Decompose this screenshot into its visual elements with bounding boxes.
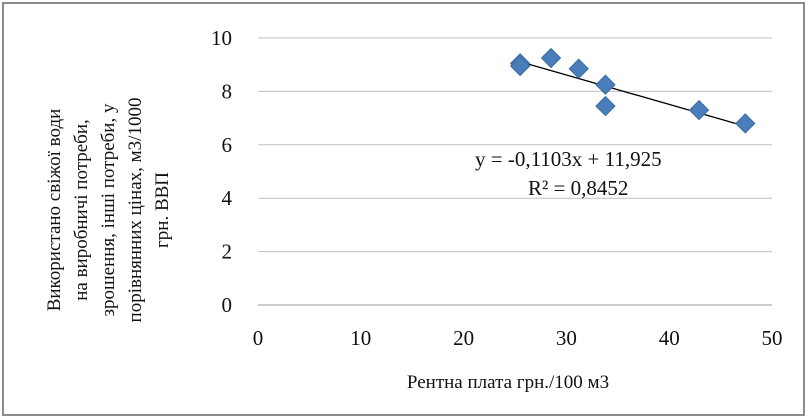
x-tick-labels: 0 10 20 30 40 50: [253, 326, 783, 350]
x-axis-title: Рентна плата грн./100 м3: [407, 372, 609, 393]
trendline-equation: y = -0,1103x + 11,925: [475, 147, 662, 171]
data-point: [595, 95, 616, 117]
data-point: [509, 55, 531, 77]
y-axis-title: Використано свіжої води на виробничі потр…: [44, 98, 173, 323]
x-tick-label: 50: [762, 326, 783, 350]
y-tick-label: 4: [222, 186, 233, 210]
x-tick-label: 20: [453, 326, 474, 350]
y-tick-label: 2: [222, 240, 233, 264]
data-point: [688, 99, 710, 121]
x-tick-label: 10: [350, 326, 371, 350]
data-point: [540, 47, 562, 69]
y-tick-label: 6: [222, 133, 233, 157]
data-point: [595, 74, 616, 95]
gridlines: [258, 37, 772, 253]
y-tick-label: 8: [222, 79, 233, 103]
x-tick-label: 30: [556, 326, 577, 350]
y-tick-label: 10: [211, 26, 232, 50]
r-squared-label: R² = 0,8452: [528, 176, 628, 200]
data-point: [735, 113, 756, 134]
x-tick-label: 40: [659, 326, 680, 350]
y-axis-title-line: порівнянних цінах, м3/1000: [125, 98, 146, 323]
x-tick-label: 0: [253, 326, 264, 350]
chart-frame: [2, 2, 805, 416]
y-tick-labels: 0 2 4 6 8 10: [211, 26, 233, 317]
y-axis-title-line: грн. ВВП: [152, 172, 173, 248]
y-axis-title-line: зрошення, інші потреби, у: [98, 103, 119, 316]
y-axis-title-line: на виробничі потреби,: [71, 119, 92, 301]
trendline: [519, 61, 746, 127]
data-points: [509, 47, 756, 134]
y-tick-label: 0: [222, 293, 233, 317]
data-point: [568, 58, 589, 79]
y-axis-title-line: Використано свіжої води: [44, 109, 65, 312]
